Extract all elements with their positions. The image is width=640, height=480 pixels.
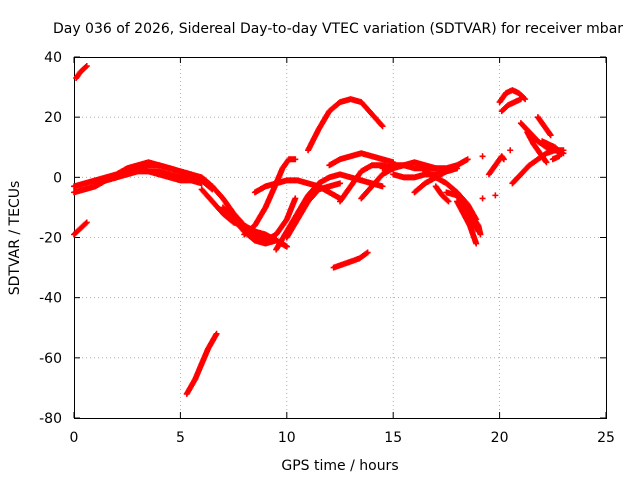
plus-marker (521, 95, 528, 102)
series-arc-13 (283, 180, 343, 241)
plus-marker (507, 147, 514, 154)
series-arc-08 (219, 195, 299, 244)
plus-marker (479, 153, 486, 160)
y-tick-label: 20 (44, 110, 62, 126)
series-arc-33 (534, 114, 554, 139)
series-arc-36 (549, 153, 563, 163)
plus-marker (473, 240, 480, 247)
y-tick-label: 40 (44, 50, 62, 66)
x-tick-label: 25 (597, 430, 615, 446)
series-arc-29 (496, 87, 529, 106)
plus-marker (479, 195, 486, 202)
plus-marker (82, 220, 89, 227)
x-tick-label: 0 (70, 430, 79, 446)
plus-marker (543, 159, 550, 166)
plus-marker (477, 231, 484, 238)
y-tick-label: 0 (53, 170, 62, 186)
plus-marker (82, 64, 89, 71)
plus-marker (364, 249, 371, 256)
grid-lines (74, 57, 606, 418)
plus-marker (517, 96, 524, 103)
plus-marker (292, 156, 299, 163)
plus-marker (560, 147, 567, 154)
series-arc-30 (498, 96, 524, 115)
plus-marker (292, 195, 299, 202)
series-arc-28 (485, 153, 507, 178)
plus-marker (209, 183, 216, 190)
series-arc-32 (524, 129, 550, 166)
plus-marker (556, 153, 563, 160)
plus-marker (379, 183, 386, 190)
y-tick-label: -60 (39, 351, 62, 367)
axis-ticks: 0 5 10 15 20 25 -80 -60 -40 -20 0 20 40 (39, 50, 615, 446)
y-tick-label: -80 (39, 411, 62, 427)
y-tick-label: -40 (39, 291, 62, 307)
plus-marker (213, 330, 220, 337)
series-arc-23 (432, 183, 452, 205)
y-tick-label: -20 (39, 231, 62, 247)
series-arc-06 (134, 165, 205, 187)
plus-marker (558, 150, 565, 157)
x-tick-label: 5 (176, 430, 185, 446)
plus-marker (83, 63, 90, 70)
series-arc-17 (326, 150, 397, 169)
x-tick-label: 15 (384, 430, 402, 446)
plus-marker (337, 180, 343, 187)
plus-marker (378, 122, 385, 129)
series-arc-02 (71, 219, 90, 238)
chart-title: Day 036 of 2026, Sidereal Day-to-day VTE… (53, 21, 623, 37)
x-axis-label: GPS time / hours (281, 458, 398, 474)
series-arc-27 (183, 330, 220, 397)
series-arc-15 (330, 249, 371, 271)
series-isolated (479, 147, 514, 202)
plus-marker (547, 132, 554, 139)
plus-marker (444, 197, 451, 204)
series-arc-21 (411, 165, 461, 196)
series-arc-14 (305, 96, 386, 154)
plus-marker (445, 198, 452, 205)
data-marks (71, 63, 567, 397)
series-arc-26 (471, 216, 484, 238)
plus-marker (283, 243, 290, 250)
plot-frame (74, 57, 607, 419)
x-tick-label: 10 (278, 430, 296, 446)
plus-marker (379, 123, 386, 130)
series-arc-35 (539, 138, 565, 157)
plus-marker (464, 156, 471, 163)
plus-marker (557, 149, 564, 156)
series-arc-25 (454, 198, 480, 247)
plus-marker (198, 180, 205, 187)
x-tick-label: 20 (491, 430, 509, 446)
plus-marker (500, 156, 507, 163)
plus-marker (83, 219, 90, 226)
y-axis-label: SDTVAR / TECUs (7, 181, 23, 296)
series-arc-01 (73, 63, 90, 82)
plus-marker (454, 165, 461, 172)
plus-marker (492, 192, 499, 199)
